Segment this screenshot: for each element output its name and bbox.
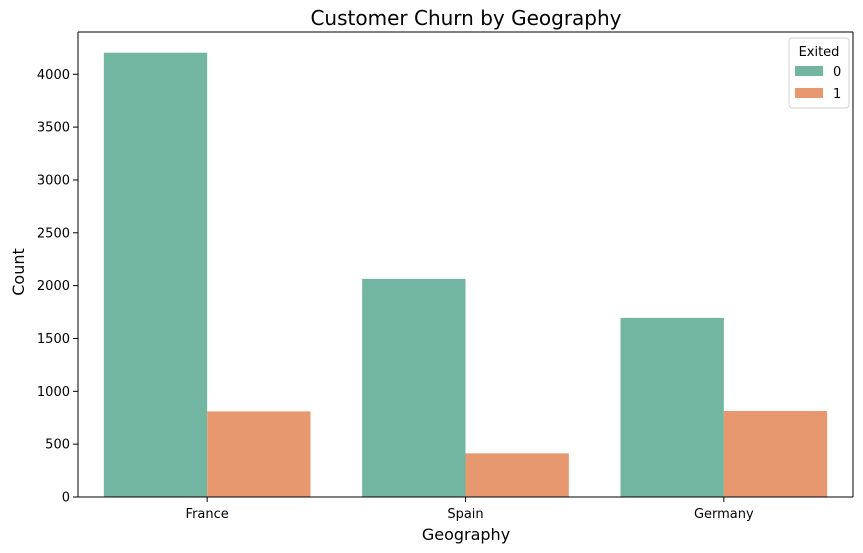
legend-swatch-1 — [795, 88, 823, 98]
legend-label-0: 0 — [833, 65, 841, 80]
x-axis-title: Geography — [422, 525, 510, 544]
y-tick-label: 1000 — [37, 385, 70, 400]
bar-france-exited-0 — [103, 52, 208, 498]
legend-label-1: 1 — [833, 87, 841, 102]
y-tick-label: 4000 — [37, 68, 70, 83]
y-tick-label: 0 — [62, 491, 70, 506]
y-tick-label: 2500 — [37, 226, 70, 241]
y-tick-label: 3500 — [37, 121, 70, 136]
bar-spain-exited-0 — [362, 278, 466, 497]
legend-swatch-0 — [795, 66, 823, 76]
x-tick-label: Germany — [694, 507, 754, 522]
x-tick-label: Spain — [447, 507, 483, 522]
x-tick-label: France — [186, 507, 229, 522]
y-axis-title: Count — [9, 248, 28, 296]
y-tick-label: 3000 — [37, 173, 70, 188]
bar-spain-exited-1 — [465, 453, 569, 497]
legend-title: Exited — [799, 45, 840, 60]
y-tick-label: 1500 — [37, 332, 70, 347]
y-tick-label: 2000 — [37, 279, 70, 294]
bar-france-exited-1 — [207, 411, 311, 497]
bar-germany-exited-0 — [620, 317, 724, 497]
chart-title: Customer Churn by Geography — [310, 6, 621, 30]
y-tick-label: 500 — [45, 438, 70, 453]
bar-germany-exited-1 — [723, 410, 828, 497]
